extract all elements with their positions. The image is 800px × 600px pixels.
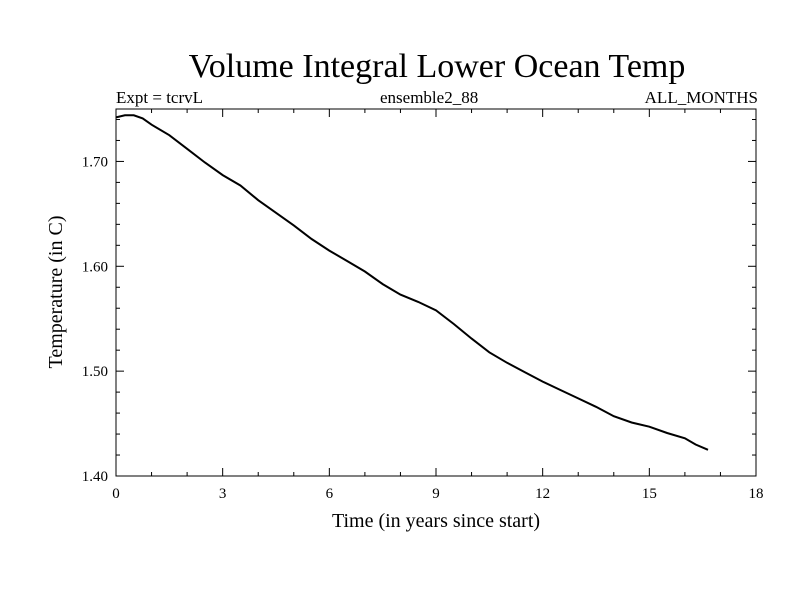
x-tick-label: 12: [535, 486, 550, 502]
x-tick-label: 9: [432, 486, 440, 502]
ensemble-label: ensemble2_88: [380, 88, 479, 107]
experiment-label: Expt = tcrvL: [116, 88, 204, 107]
axis-tick-labels: 0 3 6 9 12 15 18 1.40 1.50 1.60 1.70: [82, 154, 764, 502]
x-tick-label: 18: [749, 486, 764, 502]
x-axis-label: Time (in years since start): [332, 510, 540, 532]
axis-ticks: [115, 109, 757, 477]
months-label: ALL_MONTHS: [644, 88, 758, 107]
x-tick-label: 15: [642, 486, 657, 502]
y-axis-label: Temperature (in C): [45, 216, 67, 369]
y-tick-label: 1.40: [82, 469, 108, 485]
x-tick-label: 0: [112, 486, 120, 502]
y-tick-label: 1.60: [82, 259, 108, 275]
x-tick-label: 6: [326, 486, 334, 502]
temperature-series-line: [115, 114, 709, 451]
chart-title: Volume Integral Lower Ocean Temp: [188, 48, 686, 85]
y-tick-label: 1.70: [82, 154, 108, 170]
x-tick-label: 3: [219, 486, 227, 502]
y-tick-label: 1.50: [82, 364, 108, 380]
plot-frame: [115, 108, 757, 477]
